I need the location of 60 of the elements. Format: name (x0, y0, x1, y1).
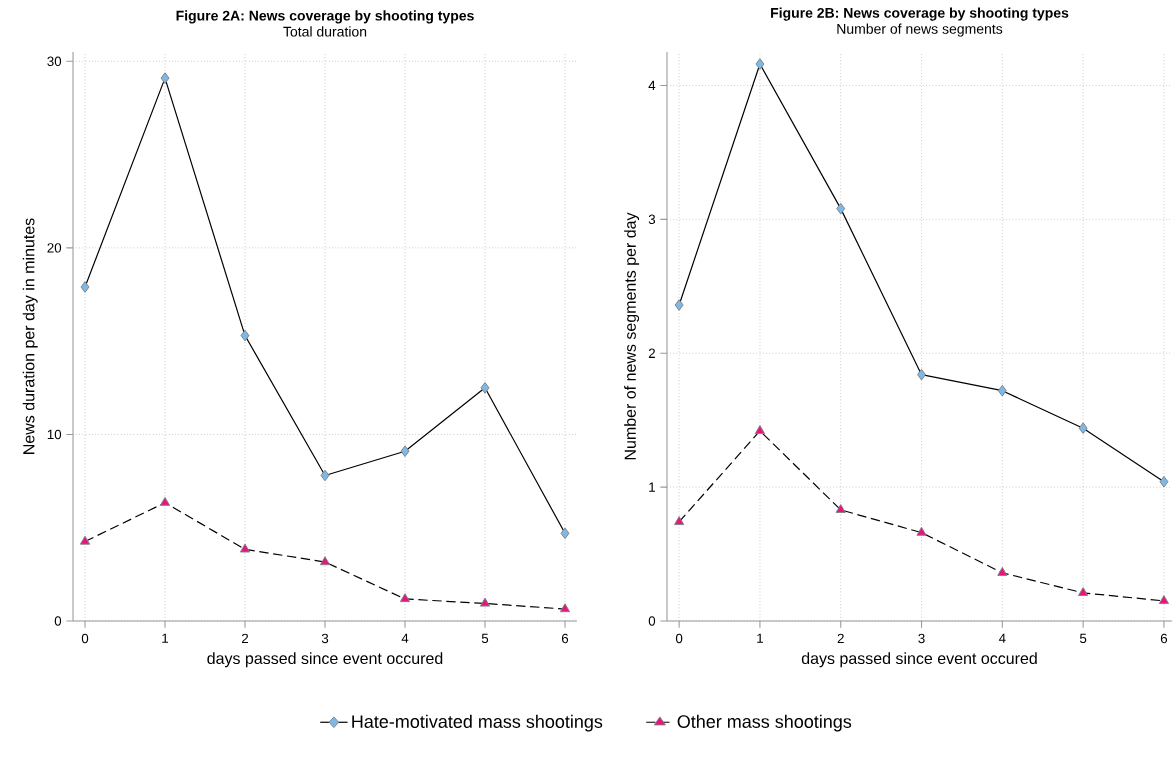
point (674, 516, 685, 526)
chart-title: Figure 2A: News coverage by shooting types (176, 10, 474, 24)
chart-title: Figure 2B: News coverage by shooting types (771, 7, 1069, 21)
x-axis-title: days passed since event occured (801, 652, 1037, 668)
point (559, 603, 571, 613)
point (560, 527, 570, 540)
y-tick-label: 0 (54, 616, 62, 626)
point (754, 425, 766, 435)
point (159, 496, 171, 506)
point (80, 281, 90, 293)
point (1078, 422, 1088, 434)
point (1159, 475, 1169, 488)
chart-subtitle: Total duration (283, 26, 367, 37)
point (319, 556, 331, 566)
point (240, 329, 250, 342)
y-tick-label: 1 (649, 482, 655, 492)
x-tick-label: 5 (481, 633, 489, 643)
point (755, 58, 765, 70)
x-tick-label: 2 (241, 633, 249, 644)
legend-label: Other mass shootings (677, 714, 852, 732)
x-tick-label: 3 (918, 633, 925, 644)
x-tick-label: 6 (1160, 633, 1168, 644)
point (160, 72, 170, 84)
y-tick-label: 2 (648, 348, 655, 358)
point (836, 202, 846, 215)
point (479, 597, 491, 607)
x-axis-title: days passed since event occured (207, 652, 443, 668)
x-tick-label: 3 (321, 633, 329, 644)
x-tick-label: 0 (675, 633, 683, 644)
x-tick-label: 4 (998, 633, 1006, 643)
point (835, 504, 846, 513)
point (320, 469, 330, 482)
point (399, 593, 411, 603)
y-tick-label: 20 (47, 243, 62, 253)
legend-label: Hate-motivated mass shootings (352, 714, 603, 732)
y-axis-title: Number of news segments per day (624, 212, 640, 460)
y-tick-label: 30 (47, 56, 62, 67)
y-tick-label: 3 (648, 214, 656, 225)
x-tick-label: 1 (162, 633, 169, 643)
point (997, 566, 1008, 576)
y-tick-label: 10 (47, 429, 62, 440)
x-tick-label: 6 (561, 633, 569, 644)
point (674, 299, 684, 311)
x-tick-label: 4 (401, 633, 409, 643)
x-tick-label: 5 (1079, 633, 1087, 643)
chart-subtitle: Number of news segments (837, 23, 1003, 37)
point (997, 384, 1007, 397)
x-tick-label: 1 (757, 633, 763, 643)
point (916, 526, 927, 536)
point (400, 445, 410, 458)
point (1158, 595, 1170, 605)
y-tick-label: 0 (648, 616, 656, 626)
point (480, 381, 490, 394)
x-tick-label: 2 (837, 633, 844, 644)
x-tick-label: 0 (81, 633, 89, 644)
point (1078, 587, 1089, 597)
point (239, 543, 251, 553)
y-axis-title: News duration per day in minutes (22, 218, 38, 454)
point (79, 535, 91, 545)
y-tick-label: 4 (648, 80, 656, 91)
